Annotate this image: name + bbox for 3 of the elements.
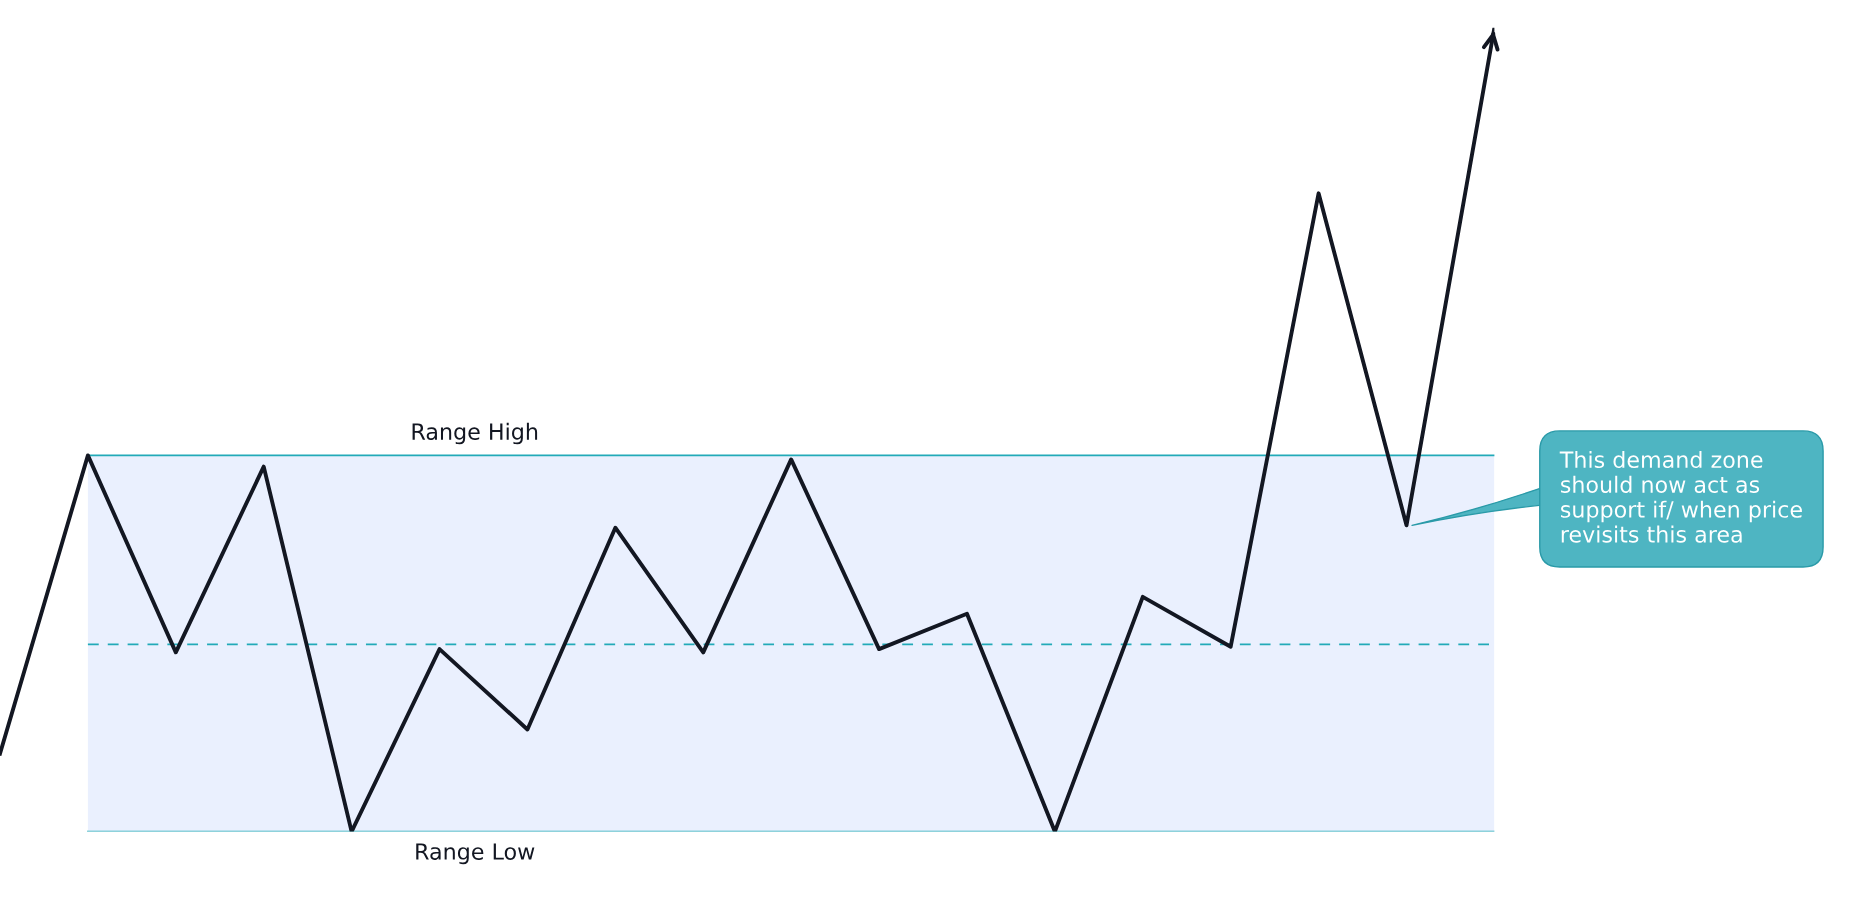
- ref-line-label: Range Low: [416, 843, 535, 865]
- text: This demand zone should now act as support if/ when price revisits this area: [1559, 450, 1802, 543]
- ref-line-label: Range High: [412, 422, 538, 445]
